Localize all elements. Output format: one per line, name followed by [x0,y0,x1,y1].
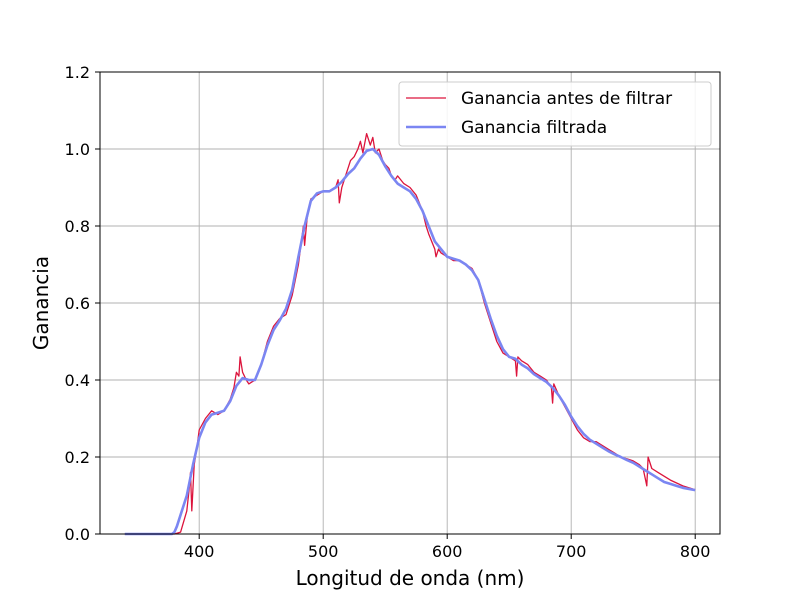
x-tick-label: 500 [308,542,339,561]
legend-label-raw: Ganancia antes de filtrar [461,89,672,109]
y-tick-label: 0.0 [65,525,90,544]
series-line-filtered [124,147,696,536]
legend: Ganancia antes de filtrar Ganancia filtr… [398,81,712,147]
x-tick-label: 600 [432,542,463,561]
x-tick-label: 400 [184,542,215,561]
series-line-raw [124,132,696,535]
y-tick-label: 0.4 [65,371,90,390]
y-tick-label: 0.2 [65,448,90,467]
y-axis-title: Ganancia [29,256,53,350]
y-tick-label: 1.2 [65,63,90,82]
x-tick-label: 800 [680,542,711,561]
legend-label-filtered: Ganancia filtrada [461,118,607,138]
y-tick-label: 1.0 [65,140,90,159]
x-axis-title: Longitud de onda (nm) [296,566,525,590]
legend-box [398,81,712,147]
axis-ticks: 400 500 600 700 800 0.0 0.2 0.4 0.6 0.8 1.0 1.2 [65,63,711,561]
y-tick-label: 0.6 [65,294,90,313]
y-tick-label: 0.8 [65,217,90,236]
series-lines [124,132,696,536]
x-tick-label: 700 [556,542,587,561]
